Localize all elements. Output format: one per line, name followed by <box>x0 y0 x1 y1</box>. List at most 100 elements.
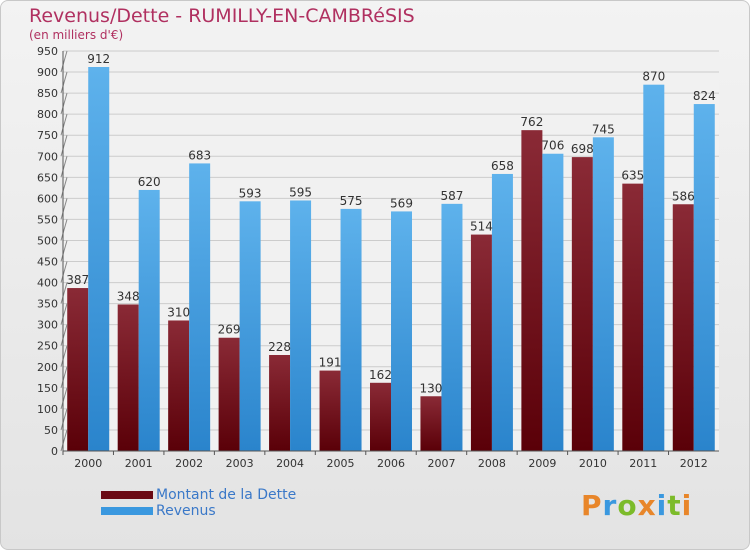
bar-dette-2006 <box>370 382 391 451</box>
data-label-dette-2005: 191 <box>319 356 342 370</box>
axis-hatch <box>60 71 68 94</box>
x-tick-label-2006: 2006 <box>377 457 405 470</box>
logo-letter: t <box>667 489 682 522</box>
x-tick-label-2008: 2008 <box>478 457 506 470</box>
y-tick-label: 400 <box>37 277 58 290</box>
data-label-dette-2008: 514 <box>470 220 493 234</box>
data-label-revenus-2008: 658 <box>491 159 514 173</box>
axis-hatch <box>60 387 68 410</box>
proxiti-logo: Proxiti <box>581 489 692 522</box>
bar-revenus-2011 <box>643 84 665 452</box>
y-tick-label: 100 <box>37 403 58 416</box>
axis-hatch <box>60 114 68 136</box>
data-label-dette-2012: 586 <box>672 189 695 203</box>
axis-hatch <box>60 366 68 388</box>
bar-revenus-2003 <box>239 201 261 451</box>
chart-subtitle: (en milliers d'€) <box>29 28 124 42</box>
bar-dette-2005 <box>319 370 341 451</box>
x-tick-label-2002: 2002 <box>175 457 203 470</box>
chart-title: Revenus/Dette - RUMILLY-EN-CAMBRéSIS <box>29 5 415 27</box>
axis-hatch <box>60 198 68 220</box>
y-tick-label: 150 <box>37 382 58 395</box>
y-tick-label: 600 <box>37 192 58 205</box>
bar-dette-2012 <box>672 204 694 451</box>
x-tick-label-2003: 2003 <box>226 457 254 470</box>
data-label-dette-2006: 162 <box>369 368 392 382</box>
bar-revenus-2009 <box>542 153 564 451</box>
y-tick-label: 950 <box>37 45 58 58</box>
data-label-revenus-2000: 912 <box>87 52 110 66</box>
x-tick-label-2000: 2000 <box>74 457 102 470</box>
bar-revenus-2007 <box>441 203 463 451</box>
bar-revenus-2005 <box>340 208 362 451</box>
legend-swatch-dette <box>101 491 153 499</box>
y-tick-label: 750 <box>37 129 58 142</box>
y-tick-label: 900 <box>37 66 58 79</box>
y-tick-label: 200 <box>37 361 58 374</box>
y-tick-label: 650 <box>37 171 58 184</box>
data-label-dette-2010: 698 <box>571 142 594 156</box>
axis-hatch <box>60 177 68 199</box>
logo-letter: r <box>602 489 618 522</box>
data-label-dette-2011: 635 <box>621 169 644 183</box>
bar-revenus-2010 <box>592 137 614 451</box>
data-label-revenus-2010: 745 <box>592 122 615 136</box>
axis-hatch <box>60 303 68 325</box>
logo-letter: P <box>581 489 603 522</box>
bar-dette-2000 <box>67 288 89 451</box>
bar-revenus-2002 <box>189 163 211 451</box>
data-label-revenus-2002: 683 <box>188 148 211 162</box>
legend-label-revenus: Revenus <box>156 503 216 519</box>
bar-dette-2009 <box>521 130 543 451</box>
logo-letter: i <box>681 489 693 522</box>
bar-dette-2001 <box>117 304 139 451</box>
logo-letter: o <box>617 489 638 522</box>
data-label-revenus-2003: 593 <box>239 186 262 200</box>
y-tick-label: 250 <box>37 340 58 353</box>
data-label-dette-2001: 348 <box>117 289 140 303</box>
data-label-revenus-2001: 620 <box>138 175 161 189</box>
data-label-revenus-2011: 870 <box>642 70 665 84</box>
data-label-dette-2000: 387 <box>66 273 89 287</box>
bar-revenus-2006 <box>391 211 412 451</box>
bar-revenus-2001 <box>138 189 160 451</box>
x-tick-label-2009: 2009 <box>528 457 556 470</box>
data-label-revenus-2012: 824 <box>693 89 716 103</box>
axis-hatch <box>60 219 68 241</box>
bar-revenus-2012 <box>693 104 715 451</box>
data-label-dette-2003: 269 <box>218 323 241 337</box>
bar-dette-2011 <box>622 183 644 451</box>
axis-hatch <box>60 261 68 283</box>
y-tick-label: 300 <box>37 319 58 332</box>
data-label-revenus-2006: 569 <box>390 196 413 210</box>
data-label-dette-2002: 310 <box>167 305 190 319</box>
x-tick-label-2010: 2010 <box>579 457 607 470</box>
bar-dette-2008 <box>470 234 492 451</box>
legend-swatch-revenus <box>101 507 153 515</box>
axis-hatch <box>60 345 68 367</box>
axis-hatch <box>60 324 68 346</box>
axis-hatch <box>60 282 68 304</box>
y-tick-label: 550 <box>37 213 58 226</box>
y-tick-label: 700 <box>37 150 58 163</box>
data-label-dette-2009: 762 <box>520 115 543 129</box>
data-label-revenus-2005: 575 <box>340 194 363 208</box>
x-tick-label-2004: 2004 <box>276 457 304 470</box>
bar-dette-2002 <box>168 320 190 451</box>
y-tick-label: 0 <box>51 445 58 458</box>
bar-revenus-2000 <box>88 67 110 451</box>
y-tick-label: 450 <box>37 256 58 269</box>
x-tick-label-2001: 2001 <box>125 457 153 470</box>
axis-hatch <box>60 135 68 157</box>
bar-revenus-2004 <box>290 200 312 451</box>
y-tick-label: 800 <box>37 108 58 121</box>
y-tick-label: 500 <box>37 234 58 247</box>
y-tick-label: 350 <box>37 298 58 311</box>
x-tick-label-2007: 2007 <box>427 457 455 470</box>
axis-hatch <box>60 240 68 262</box>
axis-hatch <box>60 429 68 452</box>
x-tick-label-2011: 2011 <box>629 457 657 470</box>
bar-dette-2010 <box>571 157 593 451</box>
